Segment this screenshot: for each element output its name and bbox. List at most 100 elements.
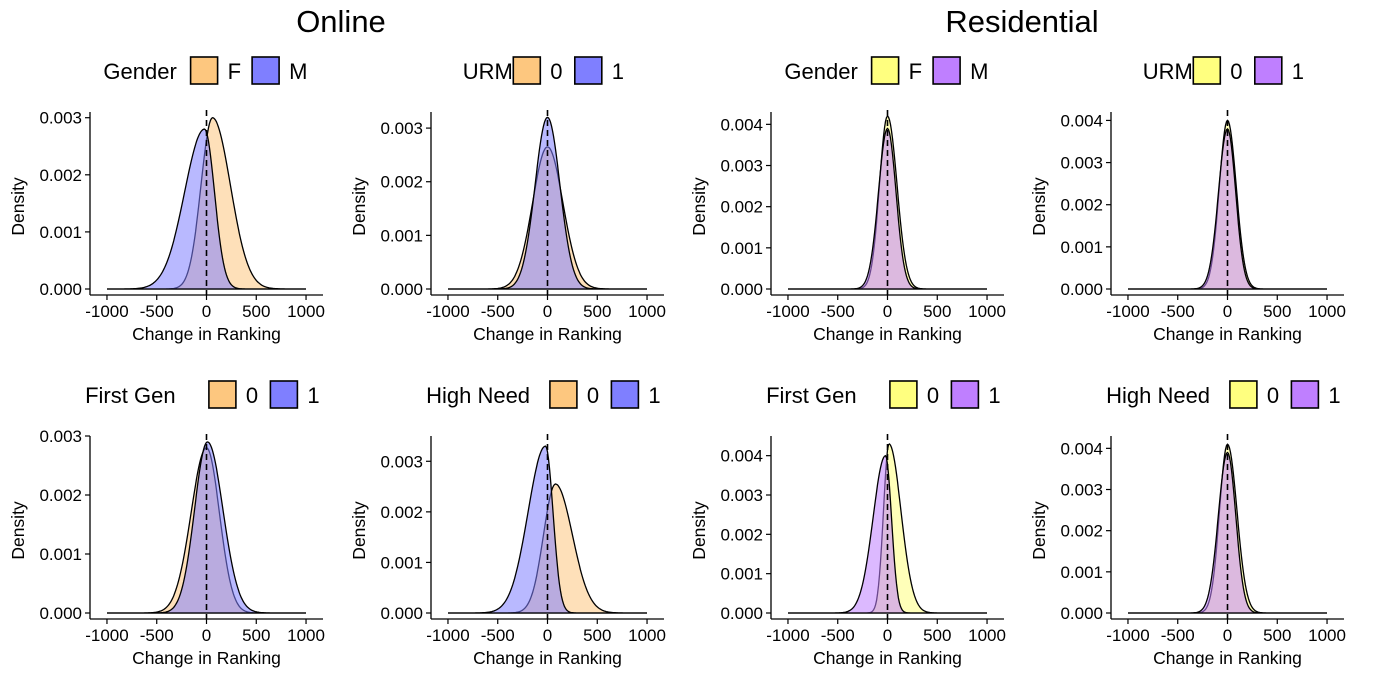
x-tick-label: -1000 — [1106, 626, 1149, 645]
x-axis-title: Change in Ranking — [132, 324, 281, 344]
x-tick-label: 1000 — [968, 626, 1006, 645]
y-axis-title: Density — [689, 177, 709, 236]
x-tick-label: -500 — [821, 302, 855, 321]
legend: Gender F M — [103, 56, 307, 85]
y-tick-label: 0.003 — [380, 119, 423, 138]
legend-label-1: 1 — [648, 383, 660, 408]
legend-key-0 — [889, 380, 918, 409]
y-tick-label: 0.003 — [380, 452, 423, 471]
x-tick-label: 1000 — [287, 626, 325, 645]
density-1 — [1128, 451, 1327, 614]
legend-label-0: 0 — [1267, 383, 1279, 408]
y-tick-label: 0.000 — [720, 604, 763, 623]
x-tick-label: -1000 — [426, 626, 469, 645]
panel-4: URM 0 1 -1000 -500 0 500 1000 0.000 0.001 0.002 0.0… — [1029, 56, 1346, 344]
y-tick-label: 0.001 — [1060, 563, 1103, 582]
x-axis-title: Change in Ranking — [473, 648, 622, 668]
y-tick-label: 0.004 — [1060, 439, 1103, 458]
legend-key-1 — [1254, 56, 1283, 85]
y-tick-label: 0.004 — [720, 115, 763, 134]
y-tick-label: 0.002 — [39, 166, 82, 185]
y-tick-label: 0.002 — [720, 525, 763, 544]
y-tick-label: 0.000 — [1060, 280, 1103, 299]
legend-key-0 — [549, 380, 578, 409]
y-tick-label: 0.000 — [380, 604, 423, 623]
legend-key-0 — [870, 56, 900, 85]
y-tick-label: 0.002 — [380, 503, 423, 522]
x-tick-label: 500 — [923, 626, 951, 645]
x-tick-label: 500 — [583, 302, 611, 321]
x-tick-label: 500 — [242, 626, 270, 645]
legend: High Need 0 1 — [1106, 380, 1341, 409]
y-tick-label: 0.003 — [39, 109, 82, 128]
y-tick-label: 0.001 — [39, 545, 82, 564]
legend-label-0: 0 — [550, 59, 562, 84]
x-tick-label: -1000 — [766, 302, 809, 321]
y-tick-label: 0.000 — [39, 280, 82, 299]
y-tick-label: 0.000 — [39, 604, 82, 623]
y-tick-label: 0.002 — [39, 486, 82, 505]
y-tick-label: 0.003 — [1060, 154, 1103, 173]
x-axis-title: Change in Ranking — [813, 648, 962, 668]
x-tick-label: -500 — [1161, 626, 1195, 645]
y-tick-label: 0.001 — [380, 553, 423, 572]
legend-label-0: F — [909, 59, 922, 84]
x-tick-label: 0 — [202, 626, 211, 645]
legend-key-1 — [950, 380, 980, 409]
x-tick-label: -500 — [481, 302, 515, 321]
x-tick-label: 500 — [1263, 626, 1291, 645]
legend-label-0: 0 — [927, 383, 939, 408]
y-tick-label: 0.002 — [720, 198, 763, 217]
x-tick-label: -1000 — [85, 302, 128, 321]
x-tick-label: 1000 — [968, 302, 1006, 321]
y-axis-title: Density — [8, 177, 28, 236]
density-1 — [1128, 127, 1327, 290]
x-tick-label: -500 — [140, 626, 174, 645]
y-tick-label: 0.001 — [39, 223, 82, 242]
x-axis-title: Change in Ranking — [1153, 324, 1302, 344]
y-tick-label: 0.001 — [720, 565, 763, 584]
y-tick-label: 0.003 — [39, 427, 82, 446]
x-tick-label: -1000 — [426, 302, 469, 321]
y-tick-label: 0.003 — [720, 486, 763, 505]
y-tick-label: 0.003 — [720, 157, 763, 176]
x-tick-label: 500 — [242, 302, 270, 321]
y-axis-title: Density — [349, 177, 369, 236]
legend-title: First Gen — [766, 383, 856, 408]
panel-1: Gender F M -1000 -500 0 500 1000 0.000 0.001 0.002… — [8, 56, 325, 344]
legend-key-1 — [610, 380, 640, 409]
x-axis-title: Change in Ranking — [1153, 648, 1302, 668]
legend-key-0 — [189, 56, 219, 85]
panel-2: URM 0 1 -1000 -500 0 500 1000 0.000 0.001 0.002 0.0… — [349, 56, 666, 344]
y-tick-label: 0.002 — [1060, 522, 1103, 541]
legend: High Need 0 1 — [426, 380, 661, 409]
y-tick-label: 0.004 — [1060, 111, 1103, 130]
legend-label-0: 0 — [246, 383, 258, 408]
x-tick-label: 0 — [883, 302, 892, 321]
x-tick-label: -1000 — [1106, 302, 1149, 321]
y-tick-label: 0.001 — [380, 226, 423, 245]
x-axis-title: Change in Ranking — [132, 648, 281, 668]
x-tick-label: -500 — [481, 626, 515, 645]
y-tick-label: 0.001 — [1060, 238, 1103, 257]
x-tick-label: 0 — [1223, 626, 1232, 645]
legend: Gender F M — [784, 56, 988, 85]
panel-7: First Gen 0 1 -1000 -500 0 500 1000 0.000 0.001 0.… — [689, 380, 1006, 668]
x-tick-label: 0 — [1223, 302, 1232, 321]
x-tick-label: 1000 — [1308, 626, 1346, 645]
x-tick-label: -500 — [140, 302, 174, 321]
legend-label-1: 1 — [1328, 383, 1340, 408]
legend-key-1 — [573, 56, 603, 85]
legend-title: URM — [463, 59, 513, 84]
y-tick-label: 0.002 — [380, 173, 423, 192]
legend-key-1 — [932, 56, 961, 85]
x-tick-label: 500 — [923, 302, 951, 321]
legend-key-0 — [512, 56, 542, 85]
x-tick-label: 1000 — [628, 626, 666, 645]
legend: URM 0 1 — [1143, 56, 1304, 85]
panel-5: First Gen 0 1 -1000 -500 0 500 1000 0.000 0.001 0.… — [8, 380, 325, 668]
x-tick-label: -500 — [821, 626, 855, 645]
legend-title: High Need — [426, 383, 530, 408]
legend-label-0: 0 — [587, 383, 599, 408]
